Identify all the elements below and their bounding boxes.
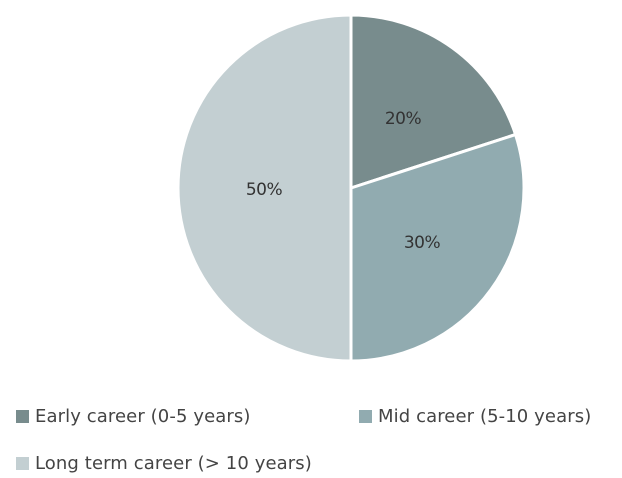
pie-slices (176, 13, 526, 363)
slice-label-mid-career: 30% (404, 233, 441, 253)
pie-slice-early-career (349, 13, 518, 190)
pie-slice-mid-career (349, 133, 526, 363)
slice-label-long-term-career: 50% (246, 180, 283, 200)
slice-label-early-career: 20% (385, 109, 422, 129)
pie-data-labels: 20% 30% 50% (246, 109, 441, 253)
pie-slice-long-term-career (176, 13, 353, 363)
